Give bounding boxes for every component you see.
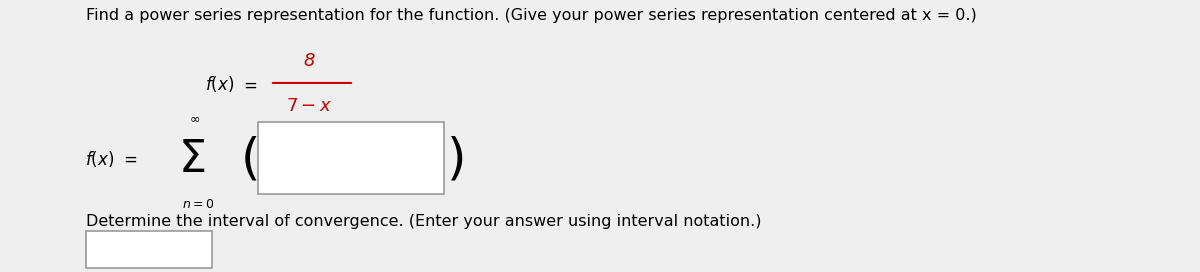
Text: $7 - x$: $7 - x$ xyxy=(287,97,332,115)
Text: $($: $($ xyxy=(240,135,258,183)
FancyBboxPatch shape xyxy=(258,122,444,194)
Text: 8: 8 xyxy=(304,52,316,70)
Text: $n=0$: $n=0$ xyxy=(182,197,215,211)
Text: $)$: $)$ xyxy=(446,135,463,183)
Text: Determine the interval of convergence. (Enter your answer using interval notatio: Determine the interval of convergence. (… xyxy=(86,214,762,229)
Text: $=$: $=$ xyxy=(240,75,257,93)
Text: $\infty$: $\infty$ xyxy=(188,112,200,125)
FancyBboxPatch shape xyxy=(86,231,212,268)
Text: Find a power series representation for the function. (Give your power series rep: Find a power series representation for t… xyxy=(86,8,977,23)
Text: $f(x)$: $f(x)$ xyxy=(205,74,234,94)
Text: $\Sigma$: $\Sigma$ xyxy=(178,138,205,181)
Text: $=$: $=$ xyxy=(120,150,137,168)
Text: $f(x)$: $f(x)$ xyxy=(85,149,114,169)
